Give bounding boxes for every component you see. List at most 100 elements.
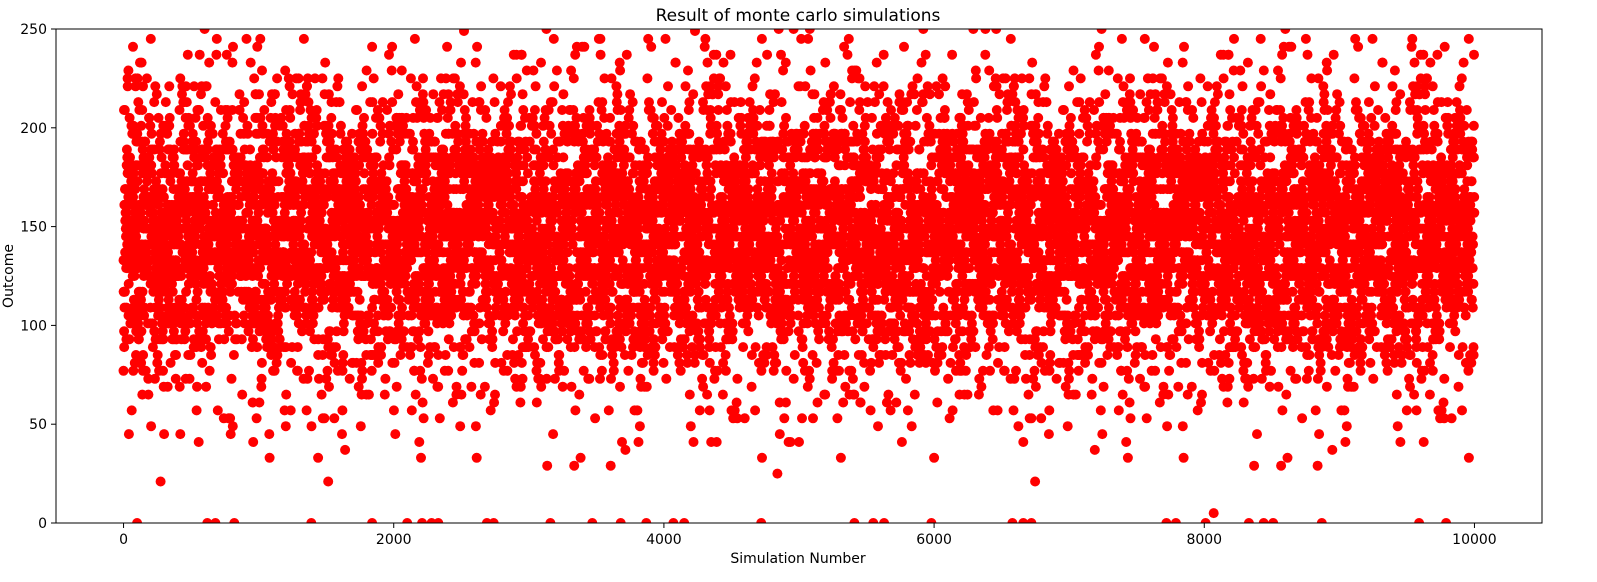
data-point — [739, 413, 750, 424]
data-point — [569, 460, 580, 471]
data-point — [168, 152, 179, 163]
data-point — [719, 144, 730, 155]
data-point — [138, 81, 148, 92]
data-point — [381, 176, 392, 187]
data-point — [416, 452, 426, 463]
data-point — [208, 199, 218, 210]
data-point — [535, 357, 546, 368]
data-point — [461, 112, 471, 123]
data-point — [164, 112, 175, 123]
data-point — [270, 89, 280, 100]
data-point — [255, 33, 266, 44]
data-point — [273, 176, 284, 187]
data-point — [443, 365, 454, 376]
data-point — [119, 286, 130, 297]
data-point — [210, 215, 221, 226]
data-point — [194, 49, 205, 60]
data-point — [119, 326, 130, 337]
data-point — [717, 389, 728, 400]
data-point — [227, 278, 237, 289]
data-point — [155, 302, 166, 313]
data-point — [128, 192, 139, 202]
data-point — [121, 207, 132, 218]
data-point — [608, 365, 619, 376]
data-point — [256, 373, 267, 384]
data-point — [119, 105, 130, 115]
data-point — [213, 263, 224, 274]
data-point — [406, 342, 417, 353]
data-point — [476, 81, 487, 92]
data-point — [124, 112, 135, 123]
data-point — [149, 373, 160, 384]
data-point — [169, 144, 180, 155]
data-point — [185, 271, 196, 281]
data-point — [203, 223, 214, 234]
data-point — [672, 278, 683, 289]
data-point — [181, 81, 191, 92]
data-point — [128, 120, 139, 131]
data-point — [193, 437, 204, 447]
data-point — [788, 373, 799, 384]
data-point — [762, 49, 773, 60]
data-point — [131, 350, 141, 360]
data-point — [141, 247, 152, 258]
data-point — [470, 421, 481, 432]
data-point — [789, 350, 800, 360]
data-point — [203, 239, 214, 250]
data-point — [409, 33, 420, 44]
data-point — [123, 65, 134, 76]
data-point — [720, 81, 731, 92]
data-point — [142, 263, 153, 274]
data-point — [530, 81, 541, 92]
data-point — [190, 231, 201, 242]
data-point — [659, 302, 670, 313]
data-point — [549, 81, 560, 92]
data-point — [204, 57, 215, 68]
data-point — [170, 373, 181, 384]
data-point — [650, 342, 661, 353]
data-point — [399, 326, 409, 337]
data-point — [337, 405, 348, 416]
data-point — [231, 318, 242, 329]
data-point — [132, 73, 143, 84]
data-point — [210, 97, 221, 108]
data-point — [675, 365, 686, 376]
data-point — [286, 357, 297, 368]
data-point — [280, 421, 291, 432]
data-point — [193, 160, 203, 171]
data-point — [743, 326, 754, 337]
data-point — [245, 57, 256, 68]
data-points — [118, 29, 1480, 523]
data-point — [746, 381, 757, 392]
data-point — [628, 120, 639, 131]
data-point — [464, 342, 475, 353]
data-point — [158, 334, 169, 345]
data-point — [264, 452, 275, 463]
data-point — [211, 310, 222, 321]
data-point — [333, 73, 344, 84]
data-point — [224, 136, 235, 147]
data-point — [540, 176, 551, 187]
data-point — [173, 231, 184, 242]
data-point — [204, 365, 215, 376]
data-point — [727, 326, 738, 337]
data-point — [329, 413, 340, 424]
data-point — [702, 389, 713, 400]
data-point — [179, 184, 190, 195]
data-point — [471, 452, 482, 463]
data-point — [757, 452, 767, 463]
data-point — [174, 381, 185, 392]
data-point — [158, 365, 168, 376]
data-point — [234, 89, 245, 100]
data-point — [700, 33, 711, 44]
data-point — [781, 365, 792, 376]
data-point — [176, 310, 187, 321]
data-point — [688, 437, 699, 447]
data-point — [193, 105, 204, 115]
data-point — [753, 310, 764, 321]
data-point — [389, 357, 400, 368]
data-point — [196, 89, 206, 100]
data-point — [387, 41, 398, 52]
data-point — [615, 381, 625, 392]
data-point — [293, 73, 304, 84]
